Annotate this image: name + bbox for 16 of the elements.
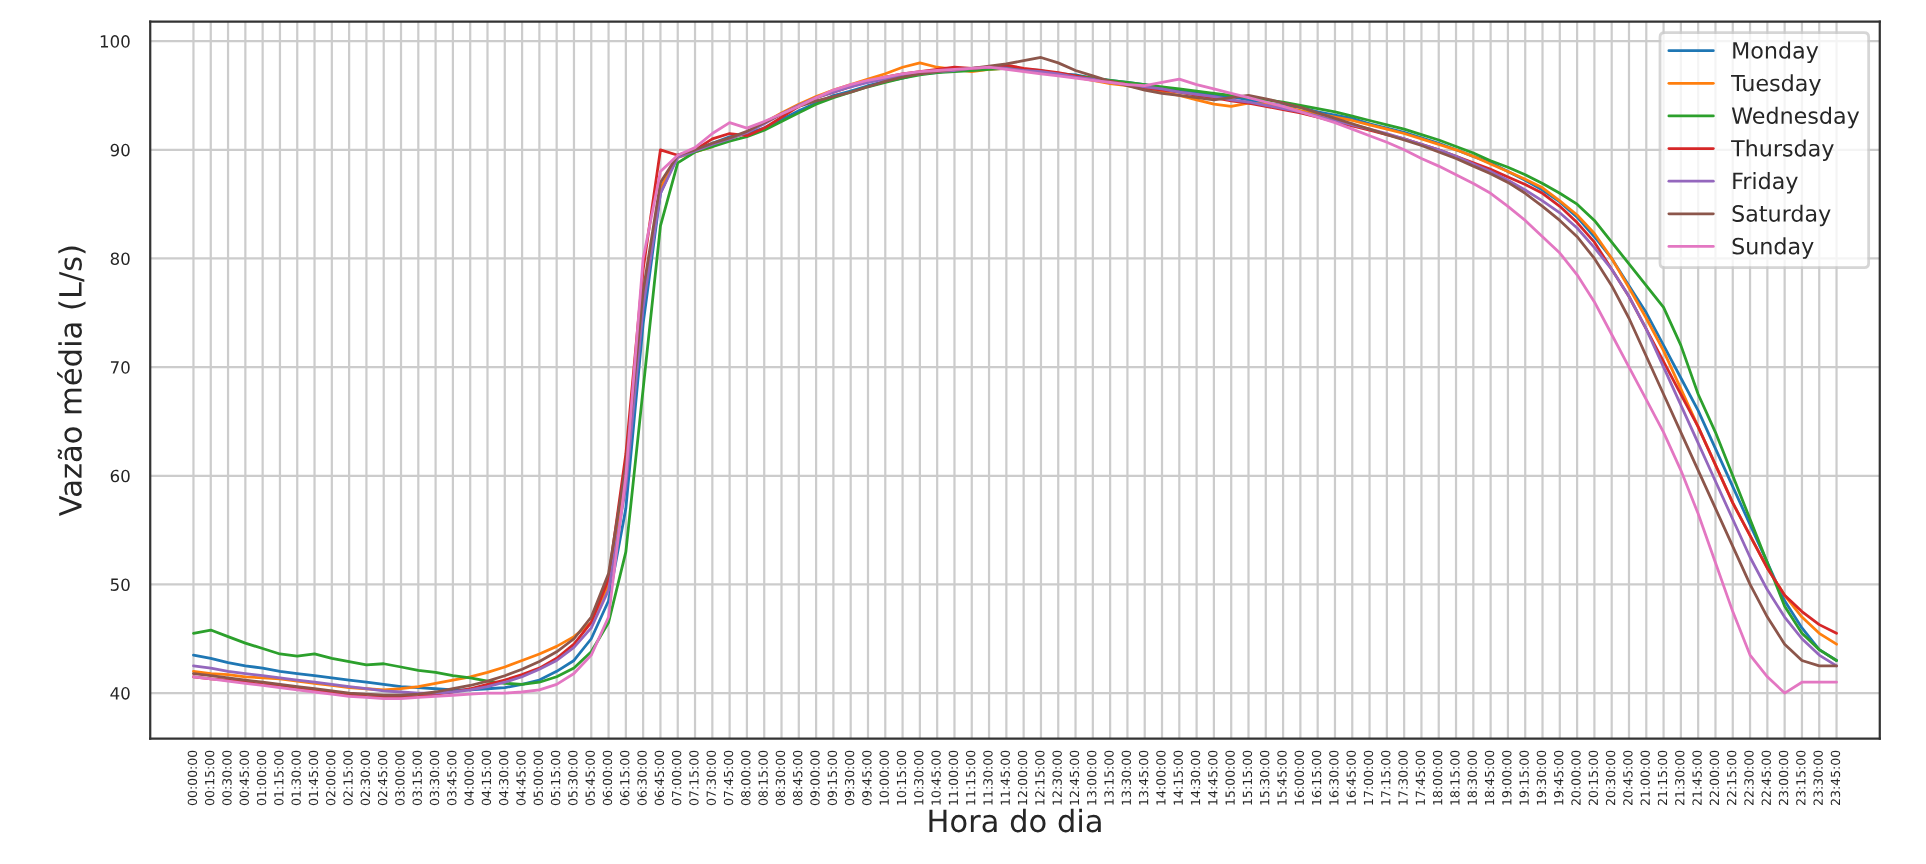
y-tick-label: 50	[110, 578, 130, 591]
legend-label: Sunday	[1732, 237, 1814, 259]
legend-label: Monday	[1733, 41, 1819, 64]
y-tick-label: 40	[110, 687, 130, 700]
legend-label: Wednesday	[1731, 106, 1860, 129]
y-tick-label: 80	[110, 252, 130, 266]
legend-label: Tuesday	[1731, 74, 1821, 96]
legend-label: Friday	[1733, 172, 1798, 194]
y-axis-title: Vazão média (L/s)	[57, 246, 86, 517]
x-axis-title: Hora do dia	[929, 808, 1101, 833]
y-tick-label: 90	[110, 143, 130, 157]
y-tick-label: 70	[110, 361, 130, 374]
y-tick-label: 60	[110, 469, 130, 483]
legend-label: Saturday	[1732, 204, 1831, 227]
y-tick-label: 100	[100, 35, 130, 48]
legend-label: Thursday	[1731, 139, 1834, 161]
